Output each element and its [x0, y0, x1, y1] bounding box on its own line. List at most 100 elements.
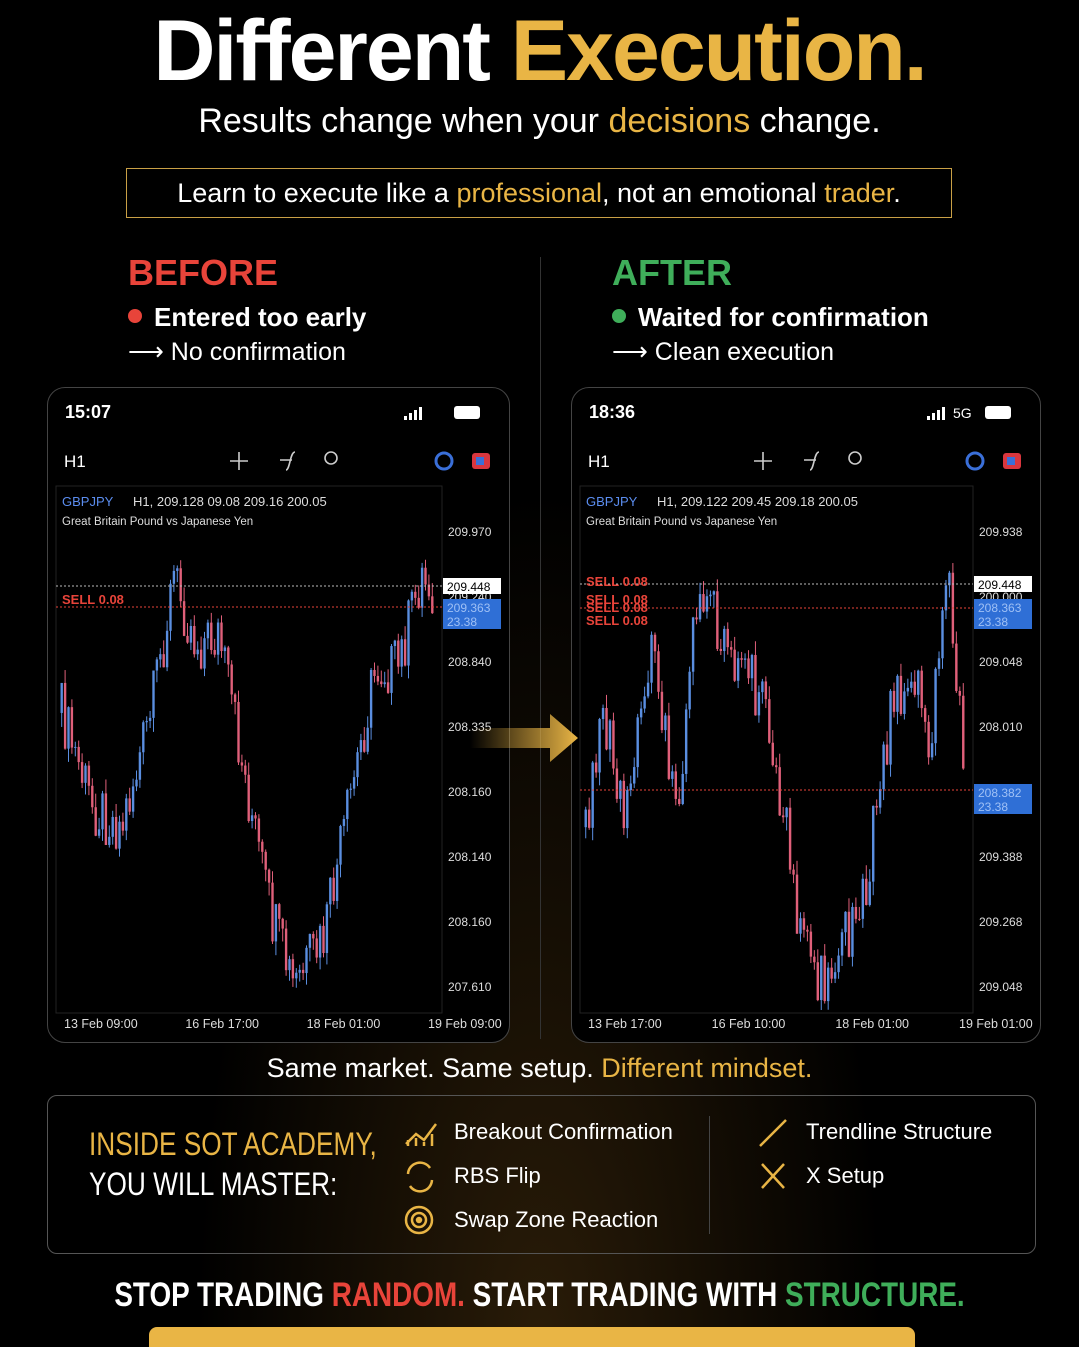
candle-body: [913, 681, 916, 695]
price-tag: [443, 599, 501, 629]
candle-body: [380, 681, 383, 685]
y-axis-label: 209.938: [979, 525, 1023, 539]
skill: Breakout Confirmation: [454, 1119, 673, 1144]
skill: RBS Flip: [454, 1163, 541, 1188]
candle-body: [934, 668, 937, 744]
candle-body: [608, 720, 612, 750]
candle-body: [67, 707, 70, 749]
red-dot: [128, 309, 142, 323]
candle-body: [431, 596, 434, 614]
candle-body: [142, 722, 145, 753]
candle-body: [757, 692, 761, 716]
y-axis-label: 209.268: [979, 915, 1023, 929]
x-axis-label: 13 Feb 17:00: [588, 1017, 662, 1031]
candle-body: [264, 851, 267, 870]
candle-body: [747, 658, 750, 679]
x-axis-label: 19 Feb 01:00: [959, 1017, 1033, 1031]
icon: [280, 451, 296, 471]
footer-text: START TRADING WITH: [472, 1276, 778, 1314]
candle-body: [906, 687, 910, 692]
candle-body: [427, 584, 431, 597]
candle-body: [366, 727, 369, 752]
chart-frame: [579, 485, 974, 1014]
y-axis-label: 208.010: [979, 720, 1023, 734]
timeframe: H1: [64, 452, 86, 471]
order-label: SELL 0.08: [586, 574, 648, 589]
candle-body: [622, 780, 626, 829]
candle-body: [247, 774, 250, 822]
y-axis-label: 207.610: [448, 980, 492, 994]
candle-body: [210, 622, 213, 650]
candle-body: [633, 767, 636, 784]
candle-body: [77, 746, 80, 763]
candle-body: [729, 647, 733, 650]
candle-body: [920, 670, 923, 709]
price-tag: [974, 784, 1032, 814]
candle-body: [958, 690, 962, 696]
candle-body: [587, 809, 591, 828]
candle-body: [356, 752, 359, 778]
candle-body: [424, 567, 427, 585]
candle-body: [332, 877, 335, 901]
candle-body: [162, 654, 165, 668]
candle-body: [754, 654, 757, 716]
y-axis-label: 209.970: [448, 525, 492, 539]
candle-body: [118, 821, 121, 849]
candle-body: [771, 742, 774, 766]
candle-body: [213, 649, 216, 655]
price-tag-text: 23.38: [978, 615, 1008, 629]
signal-bar: [937, 410, 940, 420]
price-tag-text: 23.38: [447, 615, 477, 629]
timeframe: H1: [588, 452, 610, 471]
candle-body: [878, 789, 882, 808]
status-time: 18:36: [589, 402, 635, 422]
candle-body: [315, 938, 318, 958]
price-tag-text: 209.363: [447, 601, 491, 615]
candle-body: [291, 959, 295, 979]
before-heading: BEFORE: [128, 252, 279, 293]
candle-body: [152, 670, 155, 718]
x-axis-label: 19 Feb 09:00: [428, 1017, 502, 1031]
candle-body: [826, 967, 830, 1002]
cta-button[interactable]: [149, 1327, 915, 1347]
footer-line: STOP TRADING RANDOM. START TRADING WITH …: [114, 1276, 964, 1315]
candle-body: [244, 765, 247, 775]
candle-body: [233, 694, 237, 702]
candle-body: [284, 928, 288, 971]
candle-body: [172, 570, 176, 584]
candle-body: [169, 583, 172, 631]
candle-body: [664, 715, 667, 731]
candle-body: [816, 962, 820, 1001]
candle-body: [688, 671, 691, 710]
x-axis-label: 13 Feb 09:00: [64, 1017, 138, 1031]
candle-body: [799, 918, 802, 934]
transition-arrow: [470, 714, 578, 762]
arrow: ⟶: [128, 338, 171, 366]
candle-body: [705, 596, 709, 612]
icon: [476, 457, 484, 465]
candle-body: [962, 695, 965, 769]
candle-body: [684, 709, 688, 774]
candle-body: [94, 807, 97, 836]
toolbar-icons: [754, 451, 985, 471]
candle-body: [709, 594, 712, 597]
description: Great Britain Pound vs Japanese Yen: [62, 516, 253, 528]
candle-body: [591, 762, 594, 828]
candle-body: [646, 682, 650, 697]
candle-body: [308, 933, 312, 948]
banner-text: Learn to execute like a: [177, 178, 449, 208]
subtitle-text: change.: [759, 102, 881, 140]
candle-body: [923, 708, 927, 722]
order-label: SELL 0.08: [586, 592, 648, 607]
candle-body: [844, 911, 847, 933]
y-axis-label: 208.140: [448, 850, 492, 864]
banner: Learn to execute like a professional, no…: [126, 168, 952, 218]
x-axis-label: 18 Feb 01:00: [307, 1017, 381, 1031]
candle-body: [186, 635, 189, 643]
candle-body: [125, 798, 128, 831]
candle-body: [111, 816, 114, 837]
quote: H1, 209.128 09.08 209.16 200.05: [133, 494, 327, 509]
before-block: BEFORE Entered too early ⟶ No confirmati…: [128, 252, 366, 367]
candle-body: [833, 972, 837, 979]
